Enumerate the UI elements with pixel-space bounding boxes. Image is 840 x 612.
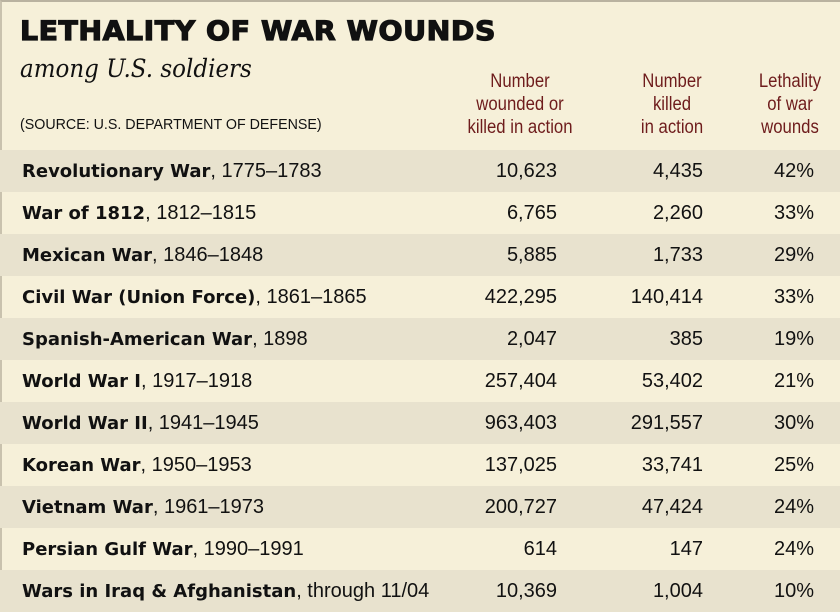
table-row: Civil War (Union Force), 1861–1865 422,29… (0, 276, 840, 318)
column-header-killed: Number killed in action (619, 70, 725, 139)
wounded-or-killed-cell: 614 (523, 538, 557, 560)
table-row: Spanish-American War, 1898 2,047 385 19% (0, 318, 840, 360)
war-period: , 1917–1918 (140, 370, 253, 392)
killed-cell: 2,260 (652, 202, 703, 224)
table-row: Persian Gulf War, 1990–1991 614 147 24% (0, 528, 840, 570)
column-header-line: wounded or (476, 94, 564, 115)
wounded-or-killed-cell: 257,404 (484, 370, 557, 392)
killed-cell: 291,557 (630, 412, 703, 434)
war-name: Persian Gulf War (22, 539, 193, 560)
war-period: , 1846–1848 (152, 244, 264, 266)
table-row: War of 1812, 1812–1815 6,765 2,260 33% (0, 192, 840, 234)
table-body: Revolutionary War, 1775–1783 10,623 4,435 4… (0, 150, 840, 612)
war-period: , 1861–1865 (255, 286, 367, 308)
wounded-or-killed-cell: 2,047 (506, 328, 557, 350)
killed-cell: 1,733 (652, 244, 703, 266)
killed-cell: 1,004 (652, 580, 703, 602)
war-period: , 1898 (252, 328, 308, 350)
column-header-line: Number (642, 71, 702, 92)
chart-subtitle: among U.S. soldiers (20, 54, 252, 83)
war-period: , 1950–1953 (140, 454, 252, 476)
war-name-cell: Persian Gulf War, 1990–1991 (22, 538, 304, 561)
table-row: Revolutionary War, 1775–1783 10,623 4,435 4… (0, 150, 840, 192)
war-name-cell: War of 1812, 1812–1815 (22, 202, 256, 225)
war-period: , 1812–1815 (145, 202, 257, 224)
wounded-or-killed-cell: 10,369 (495, 580, 557, 602)
war-name-cell: Wars in Iraq & Afghanistan, through 11/0… (22, 580, 429, 603)
lethality-cell: 21% (773, 370, 814, 392)
wounded-or-killed-cell: 137,025 (484, 454, 557, 476)
war-name: Vietnam War (22, 497, 153, 518)
wounded-or-killed-cell: 963,403 (484, 412, 557, 434)
war-name-cell: World War II, 1941–1945 (22, 412, 259, 435)
war-name: Spanish-American War (22, 329, 253, 350)
lethality-cell: 33% (773, 286, 814, 308)
wounded-or-killed-cell: 6,765 (506, 202, 557, 224)
wounded-or-killed-cell: 10,623 (495, 160, 557, 182)
war-name-cell: Civil War (Union Force), 1861–1865 (22, 286, 367, 309)
column-header-line: of war (767, 94, 813, 115)
war-period: , 1775–1783 (210, 160, 322, 182)
war-name: World War II (22, 413, 148, 434)
wounded-or-killed-cell: 422,295 (484, 286, 557, 308)
war-period: , 1990–1991 (192, 538, 304, 560)
column-header-line: in action (640, 117, 704, 138)
table-row: Wars in Iraq & Afghanistan, through 11/0… (0, 570, 840, 612)
table-row: Mexican War, 1846–1848 5,885 1,733 29% (0, 234, 840, 276)
table-row: Korean War, 1950–1953 137,025 33,741 25% (0, 444, 840, 486)
lethality-cell: 24% (773, 538, 814, 560)
war-name-cell: Mexican War, 1846–1848 (22, 244, 263, 267)
war-name-cell: World War I, 1917–1918 (22, 370, 252, 393)
killed-cell: 47,424 (641, 496, 703, 518)
wounded-or-killed-cell: 200,727 (484, 496, 557, 518)
column-header-line: Lethality (758, 71, 822, 92)
table-row: Vietnam War, 1961–1973 200,727 47,424 24% (0, 486, 840, 528)
lethality-cell: 30% (773, 412, 814, 434)
war-period: , 1941–1945 (147, 412, 259, 434)
war-name: Revolutionary War (22, 161, 211, 182)
lethality-cell: 24% (773, 496, 814, 518)
lethality-cell: 29% (773, 244, 814, 266)
lethality-cell: 19% (773, 328, 814, 350)
war-name: Civil War (Union Force) (22, 287, 256, 308)
war-name: Mexican War (22, 245, 153, 266)
column-header-wounded-or-killed: Number wounded or killed in action (450, 70, 591, 139)
war-name: Korean War (22, 455, 141, 476)
column-header-line: killed (652, 94, 692, 115)
war-name: World War I (22, 371, 141, 392)
source-note: (SOURCE: U.S. DEPARTMENT OF DEFENSE) (20, 116, 322, 133)
lethality-cell: 10% (773, 580, 814, 602)
killed-cell: 140,414 (630, 286, 703, 308)
killed-cell: 385 (669, 328, 703, 350)
killed-cell: 4,435 (652, 160, 703, 182)
war-name-cell: Revolutionary War, 1775–1783 (22, 160, 322, 183)
lethality-cell: 25% (773, 454, 814, 476)
column-header-lethality: Lethality of war wounds (742, 70, 839, 139)
war-name-cell: Korean War, 1950–1953 (22, 454, 252, 477)
column-header-line: Number (490, 71, 550, 92)
table-row: World War I, 1917–1918 257,404 53,402 21% (0, 360, 840, 402)
war-name: Wars in Iraq & Afghanistan (22, 581, 297, 602)
table-row: World War II, 1941–1945 963,403 291,557 30% (0, 402, 840, 444)
wounded-or-killed-cell: 5,885 (506, 244, 557, 266)
war-period: , 1961–1973 (152, 496, 265, 518)
lethality-cell: 42% (773, 160, 814, 182)
column-header-line: wounds (761, 117, 819, 138)
chart-title: LETHALITY OF WAR WOUNDS (19, 15, 496, 47)
killed-cell: 53,402 (641, 370, 703, 392)
war-period: , through 11/04 (296, 580, 430, 602)
war-name: War of 1812 (22, 203, 146, 224)
lethality-cell: 33% (773, 202, 814, 224)
column-header-line: killed in action (467, 117, 573, 138)
killed-cell: 147 (669, 538, 703, 560)
war-name-cell: Spanish-American War, 1898 (22, 328, 308, 351)
killed-cell: 33,741 (641, 454, 703, 476)
war-name-cell: Vietnam War, 1961–1973 (22, 496, 264, 519)
